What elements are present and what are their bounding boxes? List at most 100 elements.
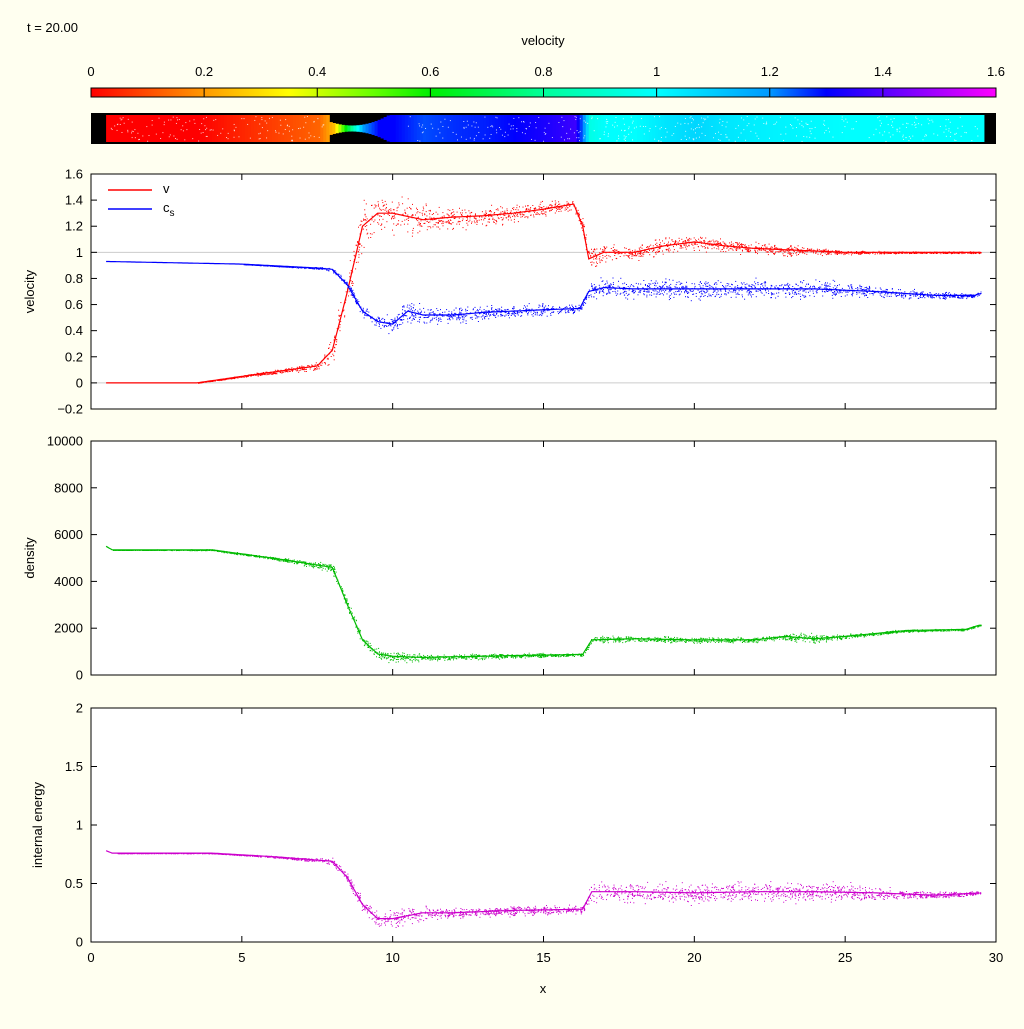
- data-point: [208, 381, 209, 382]
- data-point: [325, 362, 326, 363]
- strip-particle: [964, 132, 965, 133]
- data-point: [558, 211, 559, 212]
- strip-cell: [453, 115, 457, 142]
- data-point: [939, 252, 940, 253]
- data-point: [391, 213, 392, 214]
- data-point: [789, 287, 790, 288]
- strip-cell: [492, 115, 496, 142]
- strip-particle: [766, 123, 767, 124]
- data-point: [703, 291, 704, 292]
- data-point: [641, 251, 642, 252]
- strip-particle: [561, 137, 562, 138]
- strip-particle: [644, 133, 645, 134]
- data-point: [392, 230, 393, 231]
- data-point: [511, 210, 512, 211]
- data-point: [390, 325, 391, 326]
- data-point: [684, 244, 685, 245]
- data-point: [830, 252, 831, 253]
- strip-particle: [954, 134, 955, 135]
- data-point: [659, 247, 660, 248]
- data-point: [348, 286, 349, 287]
- strip-particle: [780, 134, 781, 135]
- data-point: [629, 288, 630, 289]
- data-point: [639, 256, 640, 257]
- data-point: [449, 210, 450, 211]
- strip-particle: [626, 136, 627, 137]
- data-point: [316, 362, 317, 363]
- strip-particle: [250, 138, 251, 139]
- data-point: [760, 287, 761, 288]
- data-point: [392, 330, 393, 331]
- data-point: [351, 270, 352, 271]
- strip-particle: [704, 119, 705, 120]
- data-point: [462, 220, 463, 221]
- strip-cell: [139, 115, 143, 142]
- data-point: [888, 253, 889, 254]
- data-point: [475, 213, 476, 214]
- strip-particle: [516, 128, 517, 129]
- strip-particle: [738, 125, 739, 126]
- data-point: [864, 295, 865, 296]
- strip-cell: [924, 115, 928, 142]
- data-point: [670, 284, 671, 285]
- data-point: [957, 252, 958, 253]
- data-point: [446, 315, 447, 316]
- strip-particle: [558, 122, 559, 123]
- data-point: [293, 368, 294, 369]
- data-point: [236, 377, 237, 378]
- data-point: [681, 246, 682, 247]
- strip-particle: [885, 141, 886, 142]
- data-point: [527, 306, 528, 307]
- data-point: [651, 280, 652, 281]
- strip-cell: [562, 115, 566, 142]
- data-point: [471, 223, 472, 224]
- data-point: [340, 275, 341, 276]
- data-point: [493, 315, 494, 316]
- data-point: [687, 242, 688, 243]
- data-point: [399, 314, 400, 315]
- data-point: [885, 291, 886, 292]
- data-point: [662, 282, 663, 283]
- data-point: [859, 253, 860, 254]
- data-point: [509, 317, 510, 318]
- data-point: [861, 288, 862, 289]
- strip-particle: [665, 137, 666, 138]
- data-point: [459, 314, 460, 315]
- data-point: [606, 281, 607, 282]
- strip-particle: [121, 132, 122, 133]
- data-point: [723, 286, 724, 287]
- data-point: [543, 210, 544, 211]
- data-point: [433, 226, 434, 227]
- data-point: [657, 283, 658, 284]
- data-point: [731, 291, 732, 292]
- data-point: [845, 290, 846, 291]
- strip-particle: [228, 138, 229, 139]
- data-point: [513, 309, 514, 310]
- data-point: [300, 370, 301, 371]
- data-point: [910, 294, 911, 295]
- data-point: [284, 266, 285, 267]
- data-point: [486, 225, 487, 226]
- data-point: [654, 285, 655, 286]
- strip-particle: [531, 139, 532, 140]
- strip-cell: [559, 115, 563, 142]
- data-point: [511, 313, 512, 314]
- data-point: [617, 293, 618, 294]
- data-point: [648, 290, 649, 291]
- data-point: [550, 207, 551, 208]
- data-point: [654, 294, 655, 295]
- data-point: [228, 378, 229, 379]
- data-point: [520, 214, 521, 215]
- data-point: [700, 281, 701, 282]
- data-point: [346, 282, 347, 283]
- data-point: [587, 293, 588, 294]
- data-point: [452, 209, 453, 210]
- data-point: [251, 376, 252, 377]
- data-point: [685, 290, 686, 291]
- strip-particle: [677, 123, 678, 124]
- data-point: [597, 290, 598, 291]
- data-point: [397, 224, 398, 225]
- data-point: [321, 269, 322, 270]
- data-point: [833, 287, 834, 288]
- strip-particle: [244, 118, 245, 119]
